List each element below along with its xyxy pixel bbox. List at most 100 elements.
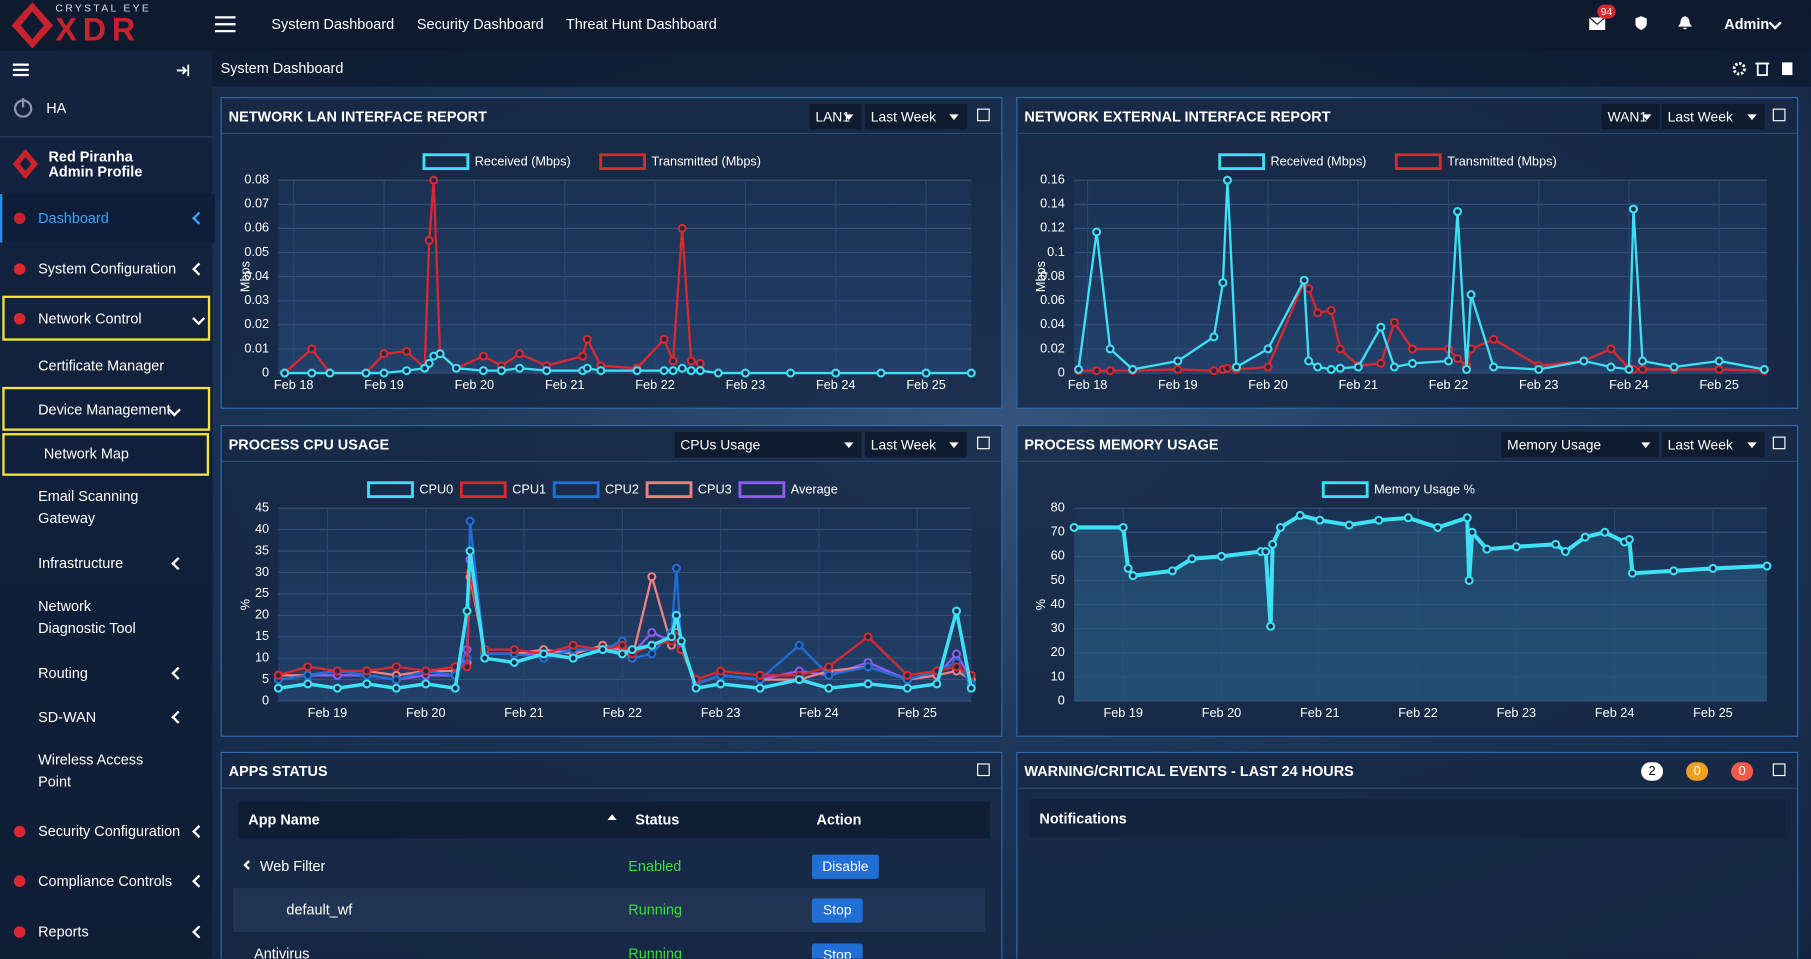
period-select[interactable]: Last Week [865,103,967,130]
data-point [1762,561,1772,571]
action-button[interactable]: Stop [811,898,863,923]
info-badge: 2 [1641,762,1664,781]
data-point [1759,364,1769,374]
wan-panel: NETWORK EXTERNAL INTERFACE REPORT WAN1 L… [1016,97,1799,409]
menu-item[interactable]: Device Management [38,401,171,419]
data-point [617,649,627,659]
data-point [1326,364,1336,374]
x-tick-label: Feb 23 [726,378,766,392]
y-tick-label: 5 [262,672,269,686]
data-point [695,358,705,368]
data-point [647,627,657,637]
data-point [1353,362,1363,372]
menu-item[interactable]: Email Scanning Gateway [38,488,139,527]
menu-item[interactable]: Certificate Manager [38,358,165,375]
bell-icon[interactable] [1678,16,1692,30]
menu-item[interactable]: Dashboard [38,210,109,227]
y-tick-label: 0.04 [1040,317,1065,331]
sidebar-toggle[interactable] [12,63,29,77]
logout-icon[interactable] [176,64,191,77]
mail-icon[interactable] [1589,17,1606,31]
x-tick-label: Feb 20 [1202,706,1241,720]
menu-item[interactable]: Security Configuration [38,823,181,840]
data-point [1606,344,1616,354]
open-icon[interactable] [977,436,990,450]
interface-select[interactable]: WAN1 [1601,103,1660,130]
nav-link[interactable]: Threat Hunt Dashboard [565,16,717,33]
data-point [1579,356,1589,366]
action-button[interactable]: Disable [811,854,879,879]
data-point [465,516,475,526]
period-select[interactable]: Last Week [865,431,967,458]
toolbar-icons[interactable] [1732,61,1799,76]
data-point [465,546,475,556]
data-point [1105,366,1115,376]
data-point [402,366,412,376]
y-tick-label: 0.07 [244,197,269,211]
data-point [1118,522,1128,532]
menu-item[interactable]: System Configuration [38,261,177,278]
open-icon[interactable] [977,763,990,777]
metric-select[interactable]: CPUs Usage [674,431,862,458]
legend-label: Received (Mbps) [475,155,571,169]
open-icon[interactable] [977,108,990,122]
x-tick-label: Feb 22 [1398,706,1438,720]
menu-item[interactable]: SD-WAN [38,709,97,726]
open-icon[interactable] [1772,108,1786,122]
x-tick-label: Feb 19 [364,378,404,392]
y-tick-label: 0 [1058,365,1065,379]
data-point [668,366,678,376]
menu-item[interactable]: Wireless Access Point [38,751,144,790]
highlight [2,433,210,476]
data-point [1074,364,1084,374]
open-icon[interactable] [1772,763,1786,777]
sort-icon[interactable] [607,814,617,820]
data-point [435,349,445,359]
data-point [1173,364,1183,374]
menu-item[interactable]: Routing [38,665,88,682]
nav-link[interactable]: System Dashboard [271,16,395,33]
data-point [462,606,472,616]
data-point [952,662,962,672]
period-select[interactable]: Last Week [1661,431,1765,458]
metric-select[interactable]: Memory Usage [1501,431,1659,458]
data-point [1266,621,1276,631]
menu-item[interactable]: Network Map [43,445,129,462]
period-select[interactable]: Last Week [1661,103,1765,130]
column-header[interactable]: App Name [248,811,320,829]
x-tick-label: Feb 19 [308,706,347,720]
data-point [402,346,412,356]
data-point [1560,547,1571,557]
y-tick-label: 40 [255,522,269,536]
y-axis-label: % [1034,599,1048,610]
collapse-icon[interactable] [243,860,254,870]
open-icon[interactable] [1772,436,1786,450]
shield-icon[interactable] [1635,16,1647,31]
interface-select[interactable]: LAN1 [809,103,862,130]
menu-item[interactable]: Infrastructure [38,555,124,572]
nav-link[interactable]: Security Dashboard [416,16,544,33]
data-point [1624,534,1634,545]
data-point [429,175,439,185]
data-point [1261,547,1271,557]
data-point [1069,522,1079,532]
menu-icon [13,263,26,275]
data-point [755,670,765,680]
menu-item[interactable]: Network Control [38,310,142,327]
data-point [391,675,401,685]
data-point [824,683,834,693]
data-point [1263,344,1273,354]
user-menu[interactable]: Admin [1724,16,1770,33]
data-point [695,366,705,376]
data-point [307,344,317,354]
y-tick-label: 0 [262,693,269,707]
menu-item[interactable]: Network Diagnostic Tool [38,598,136,637]
menu-item[interactable]: Compliance Controls [38,873,173,890]
x-tick-label: Feb 25 [897,706,937,720]
data-point [361,368,371,378]
data-point [1433,522,1443,532]
data-point [1376,358,1386,368]
menu-item[interactable]: Reports [38,923,89,941]
menu-toggle[interactable] [214,16,236,33]
action-button[interactable]: Stop [811,943,863,959]
